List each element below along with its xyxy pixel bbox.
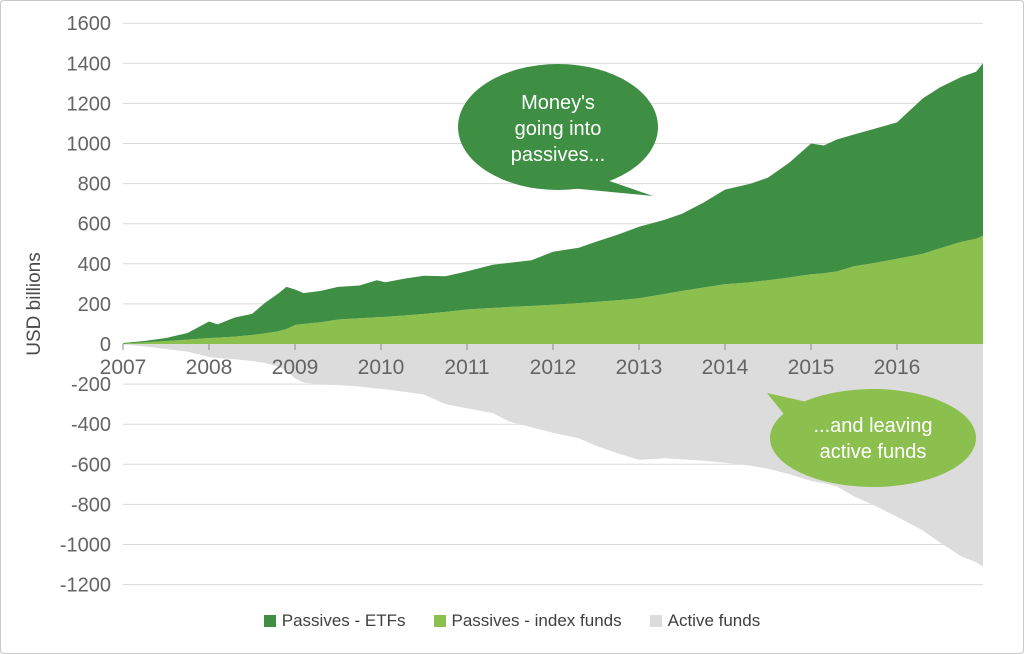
speech-bubble-passives-body: [458, 64, 658, 190]
x-tick-label: 2011: [444, 356, 489, 379]
y-tick-label: 200: [78, 294, 111, 316]
speech-bubble-passives-line3: passives...: [511, 144, 605, 166]
legend-item-passives-index-funds: Passives - index funds: [433, 611, 622, 631]
legend-swatch-active-funds: [649, 615, 662, 627]
legend-label-active-funds: Active funds: [667, 611, 761, 630]
legend-label-passives-index-funds: Passives - index funds: [451, 611, 622, 630]
legend: Passives - ETFs Passives - index funds A…: [1, 611, 1023, 631]
y-tick-label: -1200: [60, 575, 111, 597]
speech-bubble-active-line1: ...and leaving: [814, 415, 933, 437]
y-tick-label: -200: [71, 374, 111, 396]
x-tick-label: 2009: [272, 356, 319, 379]
speech-bubble-passives-line1: Money's: [521, 92, 595, 114]
x-tick-label: 2007: [100, 356, 147, 379]
legend-swatch-passives-etfs: [263, 615, 276, 627]
area-passives-index-funds: [123, 235, 983, 344]
speech-bubble-active-line2: active funds: [820, 441, 927, 463]
speech-bubble-active-body: [770, 389, 976, 487]
y-tick-label: 1000: [67, 134, 112, 156]
y-axis-title: USD billions: [24, 252, 45, 355]
y-tick-label: 800: [78, 174, 111, 196]
legend-swatch-passives-index-funds: [433, 615, 446, 627]
speech-bubble-active: ...and leaving active funds: [767, 389, 976, 487]
y-axis-tick-labels: 1600 1400 1200 1000 800 600 400 200 0 -200 -400 -60…: [60, 13, 111, 596]
area-active-funds: [123, 344, 983, 567]
x-tick-label: 2012: [530, 356, 577, 379]
legend-item-active-funds: Active funds: [649, 611, 761, 631]
x-tick-label: 2013: [616, 356, 663, 379]
y-tick-label: 1200: [67, 93, 112, 115]
area-passives-etfs: [123, 63, 983, 344]
y-tick-label: 0: [100, 334, 111, 356]
y-tick-label: -1000: [60, 535, 111, 557]
y-tick-label: -400: [71, 414, 111, 436]
y-tick-label: 400: [78, 254, 111, 276]
legend-label-passives-etfs: Passives - ETFs: [281, 611, 406, 630]
speech-bubble-passives: Money's going into passives...: [458, 64, 658, 196]
x-tick-label: 2010: [358, 356, 405, 379]
x-tick-label: 2015: [788, 356, 835, 379]
plot-areas: [123, 63, 983, 567]
y-tick-label: -600: [71, 454, 111, 476]
x-tick-label: 2016: [874, 356, 921, 379]
x-tick-label: 2008: [186, 356, 233, 379]
x-axis-tick-labels: 2007 2008 2009 2010 2011 2012 2013 2014 2015 2016: [100, 356, 921, 379]
x-tick-label: 2014: [702, 356, 749, 379]
y-tick-label: -800: [71, 494, 111, 516]
y-tick-label: 1600: [67, 13, 112, 35]
legend-item-passives-etfs: Passives - ETFs: [263, 611, 406, 631]
speech-bubble-passives-line2: going into: [515, 118, 602, 140]
y-tick-label: 600: [78, 214, 111, 236]
y-tick-label: 1400: [67, 53, 112, 75]
x-axis-tick-marks: [122, 344, 898, 350]
